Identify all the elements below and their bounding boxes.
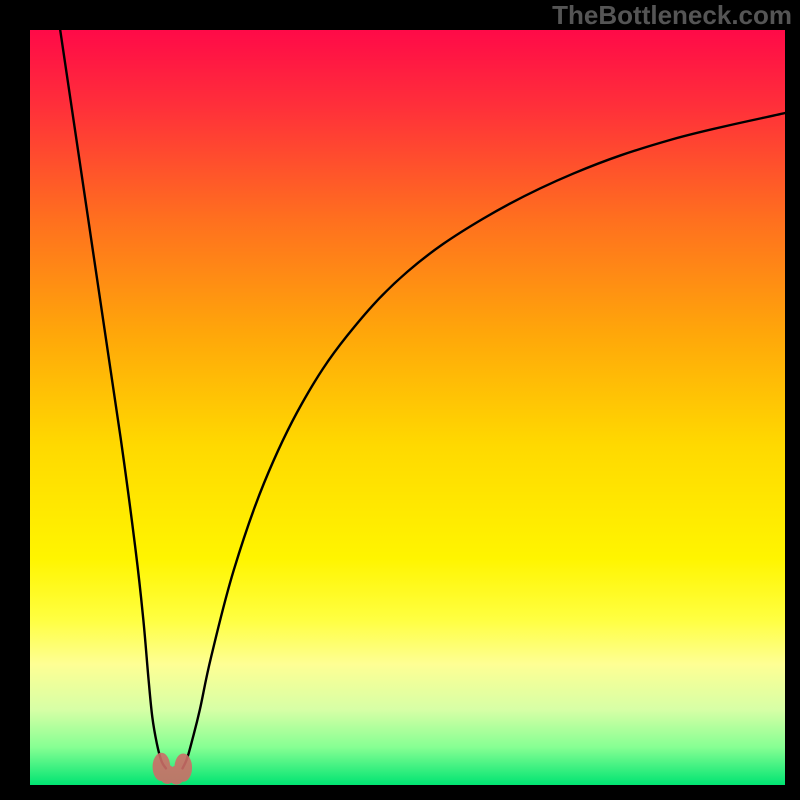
chart-frame: TheBottleneck.com bbox=[0, 0, 800, 800]
plot-area bbox=[30, 30, 785, 785]
gradient-background bbox=[30, 30, 785, 785]
watermark-text: TheBottleneck.com bbox=[552, 0, 792, 31]
plot-svg bbox=[30, 30, 785, 785]
